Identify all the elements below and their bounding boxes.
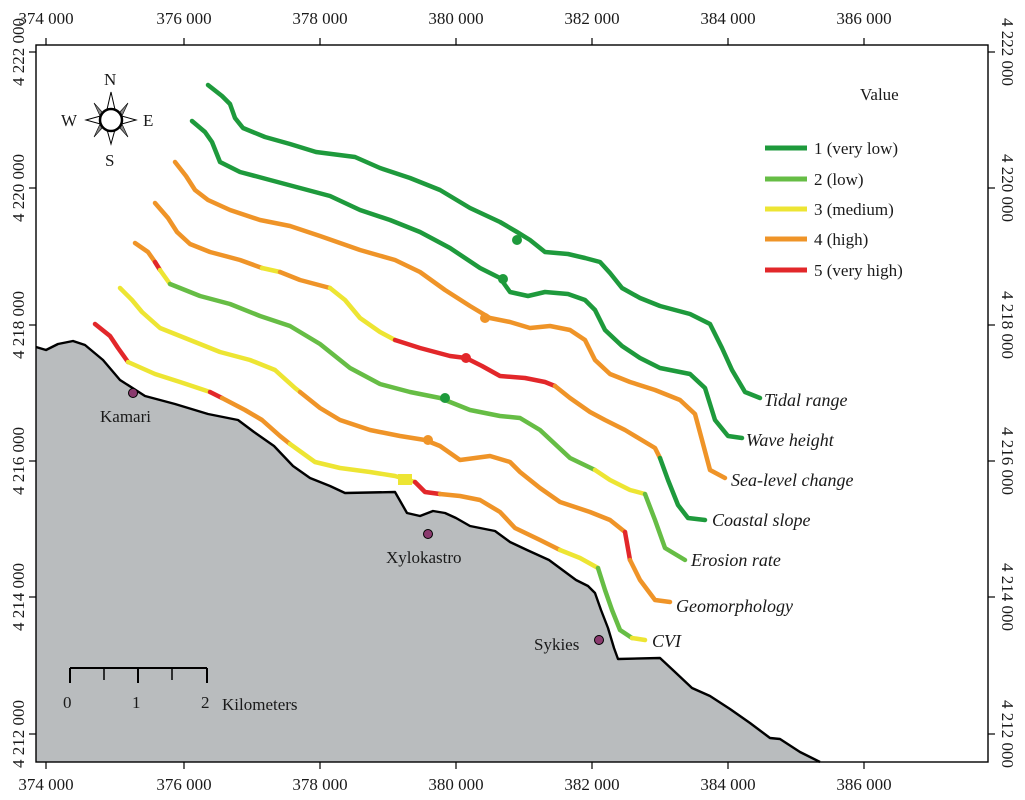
scale-label-1: 1 (132, 693, 141, 712)
layer-label-erosion-rate: Erosion rate (690, 550, 781, 570)
layer-line-coastal-slope-b (259, 265, 283, 275)
layer-line-cvi-b (125, 359, 213, 395)
layer-label-sea-level: Sea-level change (731, 470, 853, 490)
layer-line-sea-level (172, 159, 728, 481)
y-right-tick-label: 4 222 000 (998, 18, 1017, 86)
compass-label-s: S (105, 151, 114, 170)
town-marker-xylokastro (423, 529, 433, 539)
marker-geomorphology (423, 435, 433, 445)
scale-label-0: 0 (63, 693, 72, 712)
y-left-tick-label: 4 222 000 (9, 18, 28, 86)
axes: 374 000 376 000 378 000 380 000 382 000 384 0… (9, 9, 1017, 794)
town-marker-kamari (128, 388, 138, 398)
layer-line-cvi-j (629, 635, 648, 643)
x-top-tick-label: 376 000 (156, 9, 211, 28)
legend-label-5: 5 (very high) (814, 261, 903, 280)
layer-line-coastal-slope-a (152, 200, 265, 271)
land-area (36, 341, 820, 762)
layer-line-erosion-d (167, 281, 598, 473)
legend-label-4: 4 (high) (814, 230, 868, 249)
layer-line-cvi-h (557, 547, 601, 571)
y-left-tick-label: 4 218 000 (9, 291, 28, 359)
layer-label-cvi: CVI (652, 631, 682, 651)
scale-unit-label: Kilometers (222, 695, 298, 714)
layer-line-geomorphology-b (297, 389, 628, 535)
y-left-tick-label: 4 214 000 (9, 563, 28, 631)
map-frame (35, 44, 989, 763)
layer-line-cvi-f (412, 479, 443, 497)
layer-line-tidal-range (205, 82, 763, 401)
layer-line-geomorphology-d (627, 557, 673, 605)
x-top-tick-label: 382 000 (564, 9, 619, 28)
layer-line-cvi-a (92, 321, 131, 365)
scale-bar: 0 1 2 Kilometers (63, 667, 298, 714)
layer-line-cvi-i (595, 565, 635, 641)
x-bottom-tick-label: 386 000 (836, 775, 891, 794)
town-marker-sykies (594, 635, 604, 645)
legend: Value 1 (very low) 2 (low) 3 (medium) 4 … (765, 85, 903, 280)
layer-line-coastal-slope-e (392, 337, 558, 389)
town-label-xylokastro: Xylokastro (386, 548, 462, 567)
marker-wave-height (498, 274, 508, 284)
x-bottom-tick-label: 384 000 (700, 775, 755, 794)
layer-line-coastal-slope-d (327, 285, 398, 343)
layer-line-geomorphology-a (117, 285, 303, 395)
y-right-tick-label: 4 218 000 (998, 291, 1017, 359)
layer-line-cvi-d (219, 395, 293, 447)
layer-label-coastal-slope: Coastal slope (712, 510, 811, 530)
north-arrow: N S W E (61, 70, 153, 170)
vulnerability-layers (92, 82, 763, 643)
y-left-tick-label: 4 216 000 (9, 427, 28, 495)
marker-tidal-range (512, 235, 522, 245)
layer-line-coastal-slope-g (657, 455, 708, 523)
legend-label-2: 2 (low) (814, 170, 864, 189)
layer-line-erosion-c (157, 267, 173, 287)
y-left-tick-label: 4 220 000 (9, 154, 28, 222)
layer-line-erosion-f (642, 491, 688, 563)
y-right-tick-label: 4 214 000 (998, 563, 1017, 631)
compass-ring (98, 107, 124, 133)
compass-label-n: N (104, 70, 116, 89)
layer-line-geomorphology-c (622, 529, 633, 563)
marker-coastal-slope (461, 353, 471, 363)
marker-cvi (398, 474, 412, 485)
layer-line-cvi-g (437, 491, 563, 553)
layer-label-tidal-range: Tidal range (764, 390, 848, 410)
x-top-tick-label: 374 000 (18, 9, 73, 28)
x-top-tick-label: 380 000 (428, 9, 483, 28)
legend-title: Value (860, 85, 899, 104)
town-label-kamari: Kamari (100, 407, 151, 426)
layer-label-geomorphology: Geomorphology (676, 596, 793, 616)
towns: Kamari Xylokastro Sykies (100, 388, 604, 654)
x-top-tick-label: 386 000 (836, 9, 891, 28)
x-bottom-tick-label: 382 000 (564, 775, 619, 794)
marker-erosion (440, 393, 450, 403)
x-bottom-tick-label: 374 000 (18, 775, 73, 794)
layer-line-wave-height (189, 118, 745, 441)
marker-sea-level (480, 313, 490, 323)
compass-label-w: W (61, 111, 78, 130)
layer-line-erosion-e (592, 467, 648, 497)
layer-labels: Tidal range Wave height Sea-level change… (652, 390, 853, 651)
legend-label-1: 1 (very low) (814, 139, 898, 158)
y-right-tick-label: 4 220 000 (998, 154, 1017, 222)
scale-label-2: 2 (201, 693, 210, 712)
y-right-tick-label: 4 212 000 (998, 700, 1017, 768)
layer-line-coastal-slope-c (277, 269, 333, 291)
y-right-tick-label: 4 216 000 (998, 427, 1017, 495)
layer-label-wave-height: Wave height (746, 430, 835, 450)
layer-line-erosion-a (132, 240, 158, 265)
legend-label-3: 3 (medium) (814, 200, 894, 219)
y-left-tick-label: 4 212 000 (9, 700, 28, 768)
compass-label-e: E (143, 111, 153, 130)
x-bottom-tick-label: 380 000 (428, 775, 483, 794)
town-label-sykies: Sykies (534, 635, 579, 654)
x-bottom-tick-label: 376 000 (156, 775, 211, 794)
x-top-tick-label: 378 000 (292, 9, 347, 28)
x-bottom-tick-label: 378 000 (292, 775, 347, 794)
x-top-tick-label: 384 000 (700, 9, 755, 28)
coastline (35, 339, 821, 764)
layer-line-coastal-slope-f (552, 383, 663, 461)
